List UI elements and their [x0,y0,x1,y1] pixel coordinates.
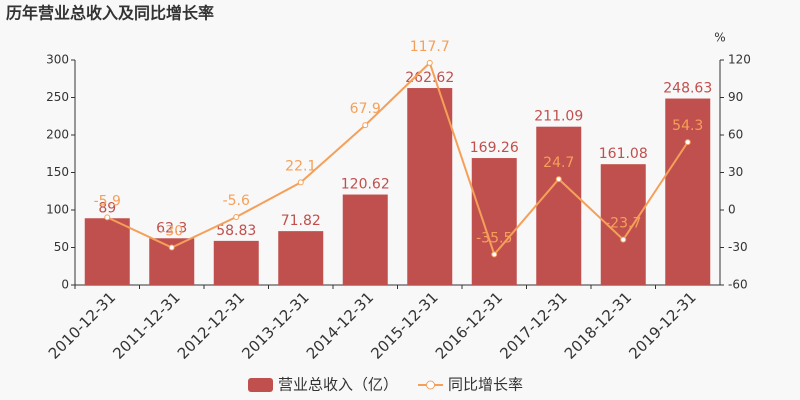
x-tick-label: 2012-12-31 [174,288,248,362]
legend-swatch [426,380,436,390]
bar [536,126,582,286]
x-tick-label: 2019-12-31 [625,288,699,362]
line-point [104,214,111,221]
line-value-label: -35.5 [476,230,512,246]
x-tick-label: 2016-12-31 [432,288,506,362]
y-tick-label: 200 [46,128,69,142]
bar-value-label: 262.62 [405,70,454,86]
y2-tick-label: 0 [728,203,736,217]
y2-axis-label: % [714,31,725,45]
bar [84,218,130,285]
y-tick-label: 100 [46,203,69,217]
bar [471,158,517,285]
bar-value-label: 120.62 [341,177,390,193]
bar-value-label: 169.26 [470,140,519,156]
bar [665,98,711,285]
line-value-label: -30 [160,224,183,240]
line-point [426,59,433,66]
line [106,61,689,257]
x-tick-label: 2013-12-31 [238,288,312,362]
y2-tick-label: -30 [728,240,748,254]
line-value-label: 117.7 [410,39,450,55]
bar [213,240,259,285]
legend-swatch [248,378,273,392]
x-tick-label: 2015-12-31 [367,288,441,362]
line-value-label: -5.9 [94,193,121,209]
bar-value-label: 58.83 [216,223,256,239]
line-point [168,244,175,251]
line-point [620,236,627,243]
x-tick-label: 2018-12-31 [561,288,635,362]
bar-value-label: 161.08 [599,146,648,162]
y2-tick-label: -60 [728,278,748,292]
y-tick-label: 300 [46,53,69,67]
line-value-label: 24.7 [543,155,574,171]
bar [407,88,453,285]
line-value-label: 67.9 [350,101,381,117]
line-point [555,176,562,183]
line-point [491,251,498,258]
line-point [233,214,240,220]
bar-value-label: 89 [98,200,116,216]
y2-tick-label: 90 [728,90,743,104]
line-value-label: 22.1 [285,158,316,174]
y-tick-label: 250 [46,90,69,104]
chart-title: 历年营业总收入及同比增长率 [6,4,214,23]
bar-value-label: 248.63 [663,81,712,97]
line-value-label: 54.3 [672,118,703,134]
y-tick-label: 150 [46,165,69,179]
x-tick-label: 2014-12-31 [303,288,377,362]
bar [278,231,324,285]
y-tick-label: 50 [54,240,69,254]
bar [342,194,388,285]
y2-tick-label: 120 [728,53,751,67]
bar-value-label: 62.3 [156,220,187,236]
line-point [362,122,369,129]
y2-tick-label: 60 [728,128,743,142]
line-value-label: -5.6 [223,193,250,209]
x-tick-label: 2011-12-31 [109,288,183,362]
line-value-label: -23.7 [605,216,641,232]
x-tick-label: 2017-12-31 [496,288,570,362]
line-point [684,139,691,146]
bar-value-label: 71.82 [281,213,321,229]
line-point [297,179,304,186]
x-tick-label: 2010-12-31 [45,288,119,362]
y2-tick-label: 30 [728,165,743,179]
legend-label: 营业总收入（亿） [278,376,398,394]
y-tick-label: 0 [61,278,69,292]
legend-label: 同比增长率 [448,376,523,394]
bar-value-label: 211.09 [534,109,583,125]
